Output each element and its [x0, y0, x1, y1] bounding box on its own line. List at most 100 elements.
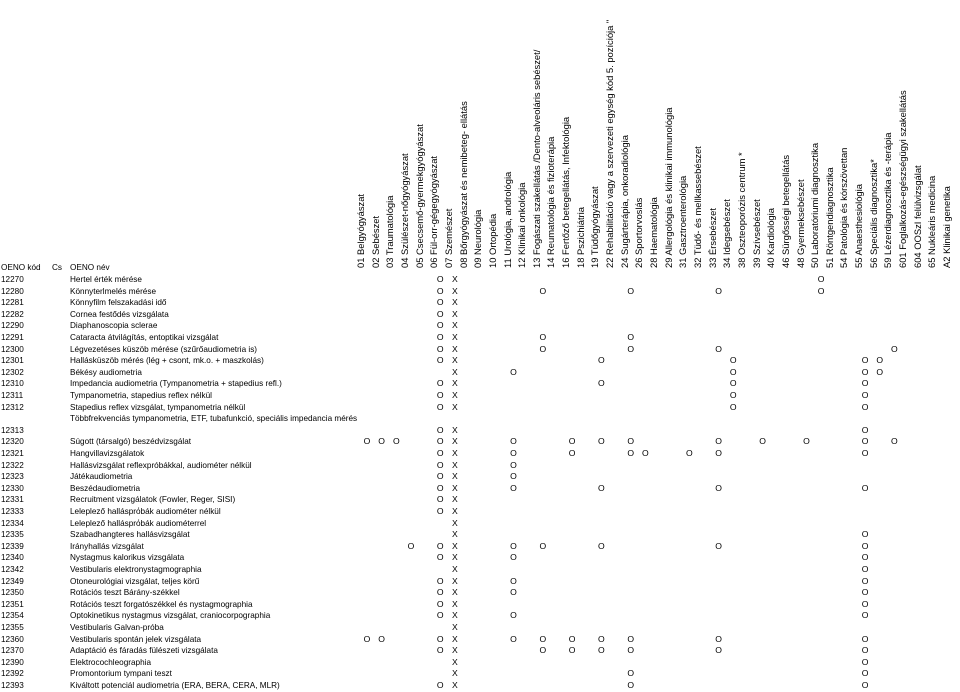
row-code: 12310: [1, 379, 24, 389]
mark-x: X: [452, 424, 458, 435]
mark-o: O: [715, 645, 722, 656]
mark-o: O: [729, 366, 737, 377]
cs-column-header: Cs: [52, 263, 63, 272]
mark-o: O: [803, 436, 810, 447]
mark-o: O: [392, 436, 400, 447]
row-code: 12333: [1, 507, 24, 516]
row-code: 12351: [1, 599, 24, 609]
mark-o: O: [363, 633, 371, 644]
mark-o: O: [861, 355, 869, 366]
row-code: 12300: [1, 344, 24, 354]
mark-o: O: [627, 668, 635, 679]
mark-o: O: [876, 366, 884, 377]
mark-o: O: [436, 506, 444, 516]
row-code: 12270: [1, 275, 24, 284]
mark-o: O: [436, 645, 444, 656]
specialty-header-label: 08 Bőrgyógyászat és nemibeteg- ellátás: [457, 101, 469, 268]
mark-o: O: [436, 471, 444, 482]
specialty-header-label: 55 Anaesthesiológia: [853, 184, 865, 268]
row-code: 12370: [1, 646, 24, 656]
row-name: Hangvillavizsgálatok: [70, 449, 145, 458]
mark-o: O: [627, 436, 635, 447]
mark-o: O: [539, 645, 547, 656]
row-name: Recruitment vizsgálatok (Fowler, Reger, …: [70, 495, 236, 505]
row-name: Könnyfilm felszakadási idő: [70, 298, 167, 308]
table-row: 12281 Könnyfilm felszakadási idő O X: [0, 297, 960, 309]
mark-o: O: [715, 285, 722, 296]
specialty-header-label: 50 Laboratóriumi diagnosztika: [809, 142, 821, 268]
table-row: 12370 Adaptáció és fáradás fülészeti vizs…: [0, 645, 960, 657]
mark-o: O: [861, 633, 869, 644]
mark-o: O: [861, 564, 869, 574]
mark-x: X: [452, 656, 458, 667]
row-name: Diaphanoscopia sclerae: [70, 321, 158, 331]
specialty-header-label: 26 Sportorvoslás: [633, 197, 645, 268]
mark-o: O: [627, 645, 635, 656]
row-code: 12392: [1, 669, 24, 679]
mark-o: O: [436, 575, 444, 586]
mark-x: X: [452, 529, 458, 540]
specialty-header-label: 56 Speciális diagnosztika*: [867, 159, 879, 268]
mark-o: O: [568, 645, 576, 656]
mark-o: O: [627, 680, 635, 690]
table-row: 12350 Rotációs teszt Bárány-székkel O X O O: [0, 587, 960, 599]
mark-o: O: [598, 633, 605, 644]
table-row: 12360 Vestibularis spontán jelek vizsgála…: [0, 634, 960, 646]
specialty-header-label: 03 Traumatológia: [384, 195, 396, 268]
row-code: 12349: [1, 576, 24, 586]
mark-o: O: [378, 436, 385, 447]
table-row: 12331 Recruitment vizsgálatok (Fowler, Re…: [0, 494, 960, 506]
mark-x: X: [452, 471, 458, 482]
mark-x: X: [452, 564, 458, 574]
mark-o: O: [861, 575, 869, 586]
mark-x: X: [452, 320, 458, 331]
mark-x: X: [452, 448, 458, 458]
row-name: Cataracta átvilágítás, entoptikai vizsgá…: [70, 333, 219, 342]
row-name: Szabadhangteres hallásvizsgálat: [70, 530, 190, 540]
row-name: Leleplező hallásprόbák audiométer nélkül: [70, 507, 221, 516]
mark-o: O: [715, 343, 722, 354]
row-code: 12334: [1, 518, 24, 528]
mark-x: X: [452, 622, 458, 632]
row-code: 12302: [1, 367, 24, 377]
mark-x: X: [452, 552, 458, 563]
mark-x: X: [452, 343, 458, 354]
table-row: 12333 Leleplező hallásprόbák audiométer n…: [0, 506, 960, 518]
mark-x: X: [452, 610, 458, 621]
specialty-header-label: 24 Sugárterápia, onkoradiológia: [618, 135, 630, 268]
mark-o: O: [363, 436, 371, 447]
specialty-header-label: 54 Patológia és kórszövettan: [838, 147, 850, 268]
specialty-header-label: 22 Rehabilitáció vagy a szervezeti egysé…: [604, 19, 616, 268]
specialty-header-label: 48 Gyermeksebészet: [794, 179, 806, 268]
row-name: Hallásvizsgálat reflexpróbákkal, audiomé…: [70, 460, 252, 470]
mark-o: O: [436, 552, 444, 563]
mark-o: O: [436, 680, 444, 690]
mark-o: O: [598, 540, 605, 551]
row-code: 12335: [1, 530, 24, 540]
mark-o: O: [861, 424, 869, 435]
mark-o: O: [715, 540, 722, 551]
mark-o: O: [861, 540, 869, 551]
specialty-header-label: 40 Kardiológia: [765, 208, 777, 268]
mark-x: X: [452, 575, 458, 586]
mark-o: O: [378, 633, 385, 644]
mark-o: O: [861, 587, 869, 598]
table-row: 12330 Beszédaudiometria O X O O O O: [0, 483, 960, 495]
table-row: 12290 Diaphanoscopia sclerae O X: [0, 320, 960, 332]
row-code: 12330: [1, 483, 24, 493]
mark-o: O: [568, 448, 576, 458]
specialty-header-label: 601 Foglalkozás-egészségügyi szakellátás: [897, 90, 909, 268]
mark-o: O: [436, 285, 444, 296]
mark-o: O: [436, 355, 444, 366]
mark-o: O: [568, 436, 576, 447]
table-row: 12334 Leleplező hallásprόbák audiométerre…: [0, 518, 960, 530]
mark-o: O: [510, 482, 517, 493]
row-code: 12342: [1, 565, 24, 574]
mark-o: O: [685, 448, 693, 458]
mark-o: O: [598, 645, 605, 656]
table-row: 12349 Otoneurológiai vizsgálat, teljes kö…: [0, 576, 960, 588]
mark-x: X: [452, 517, 458, 528]
mark-o: O: [436, 274, 444, 284]
mark-x: X: [452, 390, 458, 400]
specialty-header-label: 38 Oszteoporózis centrum *: [735, 152, 747, 268]
